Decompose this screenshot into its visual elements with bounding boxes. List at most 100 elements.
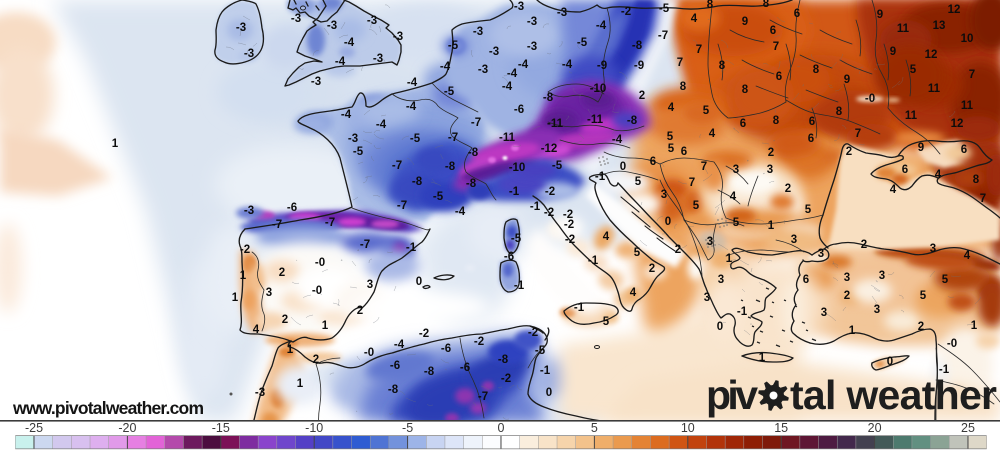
- svg-text:3: 3: [821, 307, 827, 319]
- svg-text:-11: -11: [547, 118, 564, 130]
- svg-text:-8: -8: [627, 115, 638, 127]
- svg-text:-7: -7: [478, 391, 488, 403]
- svg-text:-7: -7: [272, 219, 282, 231]
- svg-text:2: 2: [846, 146, 852, 158]
- svg-text:-5: -5: [353, 146, 364, 158]
- svg-text:5: 5: [667, 131, 674, 143]
- svg-text:-0: -0: [947, 338, 957, 350]
- svg-text:7: 7: [701, 161, 707, 173]
- svg-text:-4: -4: [502, 81, 513, 93]
- svg-text:8: 8: [773, 115, 780, 127]
- svg-text:1: 1: [232, 292, 239, 304]
- svg-text:-2: -2: [240, 244, 250, 256]
- svg-text:2: 2: [918, 321, 924, 333]
- svg-text:-1: -1: [939, 364, 950, 376]
- svg-text:5: 5: [733, 217, 740, 229]
- svg-text:1: 1: [240, 270, 247, 282]
- svg-text:8: 8: [742, 84, 749, 96]
- svg-text:-4: -4: [406, 101, 417, 113]
- svg-text:7: 7: [689, 177, 695, 189]
- svg-text:-1: -1: [406, 242, 417, 254]
- svg-text:5: 5: [910, 64, 917, 76]
- svg-text:5: 5: [634, 247, 641, 259]
- svg-text:-3: -3: [255, 387, 265, 399]
- svg-text:-4: -4: [394, 339, 405, 351]
- svg-text:5: 5: [920, 290, 927, 302]
- svg-text:1: 1: [971, 320, 978, 332]
- svg-text:-7: -7: [360, 239, 370, 251]
- svg-text:-15: -15: [212, 421, 230, 435]
- svg-text:4: 4: [730, 191, 737, 203]
- svg-text:1: 1: [297, 378, 304, 390]
- svg-text:8: 8: [973, 174, 980, 186]
- svg-text:8: 8: [680, 81, 687, 93]
- svg-text:5: 5: [635, 176, 642, 188]
- svg-text:9: 9: [844, 74, 850, 86]
- svg-text:-5: -5: [444, 86, 455, 98]
- svg-text:-4: -4: [455, 206, 466, 218]
- svg-text:3: 3: [879, 270, 885, 282]
- svg-text:11: 11: [961, 100, 974, 112]
- svg-text:3: 3: [733, 164, 739, 176]
- svg-text:1: 1: [849, 325, 856, 337]
- svg-text:8: 8: [719, 60, 726, 72]
- svg-text:6: 6: [650, 156, 656, 168]
- svg-text:6: 6: [776, 71, 782, 83]
- svg-text:11: 11: [897, 23, 910, 35]
- svg-text:4: 4: [603, 231, 610, 243]
- svg-text:-3: -3: [514, 1, 524, 13]
- svg-text:-5: -5: [552, 160, 563, 172]
- svg-text:2: 2: [768, 147, 774, 159]
- svg-text:-6: -6: [504, 251, 514, 263]
- svg-text:-6: -6: [460, 362, 470, 374]
- svg-text:0: 0: [887, 356, 893, 368]
- svg-text:3: 3: [266, 287, 272, 299]
- svg-text:2: 2: [649, 263, 655, 275]
- svg-text:15: 15: [774, 421, 788, 435]
- svg-text:25: 25: [961, 421, 975, 435]
- svg-text:5: 5: [942, 274, 949, 286]
- svg-text:1: 1: [322, 320, 329, 332]
- svg-text:-5: -5: [433, 191, 444, 203]
- svg-text:7: 7: [696, 44, 702, 56]
- svg-text:7: 7: [677, 57, 683, 69]
- svg-text:2: 2: [357, 305, 363, 317]
- svg-text:-3: -3: [489, 46, 499, 58]
- svg-text:piv: piv: [706, 372, 758, 418]
- svg-text:-7: -7: [392, 160, 402, 172]
- svg-text:5: 5: [591, 421, 598, 435]
- svg-text:6: 6: [902, 164, 908, 176]
- svg-text:6: 6: [809, 116, 815, 128]
- svg-text:9: 9: [742, 16, 748, 28]
- svg-text:4: 4: [935, 169, 942, 181]
- svg-text:-3: -3: [393, 31, 403, 43]
- svg-text:-5: -5: [659, 3, 670, 15]
- svg-text:2: 2: [785, 183, 791, 195]
- svg-text:-3: -3: [367, 15, 377, 27]
- svg-text:-2: -2: [545, 186, 555, 198]
- svg-text:7: 7: [980, 193, 986, 205]
- svg-text:-4: -4: [335, 56, 346, 68]
- svg-text:6: 6: [794, 8, 800, 20]
- svg-text:-3: -3: [478, 64, 488, 76]
- svg-text:9: 9: [890, 46, 896, 58]
- svg-text:-10: -10: [305, 421, 323, 435]
- svg-text:-3: -3: [244, 205, 254, 217]
- svg-text:-1: -1: [737, 306, 748, 318]
- svg-text:-7: -7: [448, 132, 458, 144]
- svg-text:-5: -5: [511, 233, 522, 245]
- svg-text:-3: -3: [236, 22, 246, 34]
- svg-text:13: 13: [933, 20, 946, 32]
- svg-text:12: 12: [948, 4, 961, 16]
- svg-text:3: 3: [661, 189, 667, 201]
- svg-text:-3: -3: [311, 76, 321, 88]
- svg-text:20: 20: [868, 421, 882, 435]
- svg-text:-0: -0: [865, 93, 875, 105]
- svg-text:-1: -1: [530, 201, 541, 213]
- svg-text:3: 3: [704, 292, 710, 304]
- svg-text:5: 5: [668, 143, 675, 155]
- svg-text:-2: -2: [474, 336, 484, 348]
- svg-text:3: 3: [367, 279, 373, 291]
- svg-text:-4: -4: [344, 37, 355, 49]
- svg-text:-3: -3: [557, 7, 567, 19]
